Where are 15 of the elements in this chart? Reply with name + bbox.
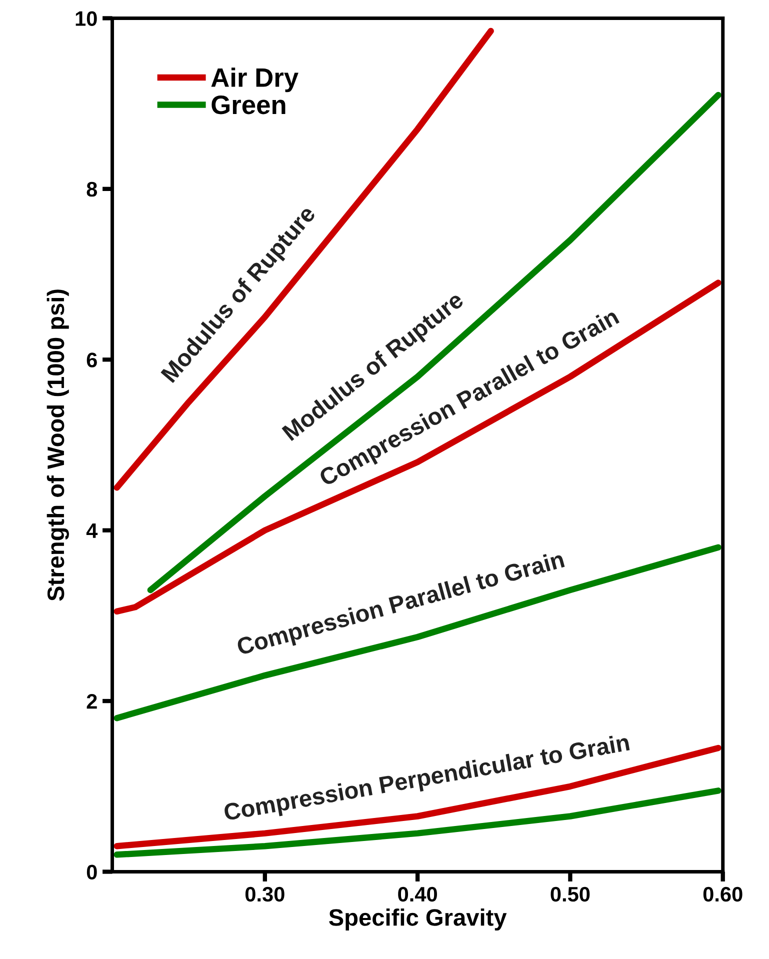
y-tick-label: 0 xyxy=(86,864,97,880)
x-tick-label: 0.40 xyxy=(398,886,437,902)
legend-label: Green xyxy=(212,96,286,114)
x-axis-title: Specific Gravity xyxy=(329,908,507,931)
x-tick-label: 0.30 xyxy=(245,886,284,902)
legend-label: Air Dry xyxy=(211,68,298,92)
x-tick-label: 0.50 xyxy=(550,886,590,902)
x-tick-label: 0.60 xyxy=(703,886,742,902)
y-tick-label: 4 xyxy=(86,524,98,538)
y-tick-label: 10 xyxy=(76,11,97,26)
y-tick-label: 2 xyxy=(86,694,97,709)
y-tick-label: 6 xyxy=(86,352,97,368)
y-tick-label: 8 xyxy=(86,182,98,197)
annotation: Compression Perpendicular to Grain xyxy=(223,733,630,826)
y-axis-title: Strength of Wood (1000 psi) xyxy=(46,290,69,601)
